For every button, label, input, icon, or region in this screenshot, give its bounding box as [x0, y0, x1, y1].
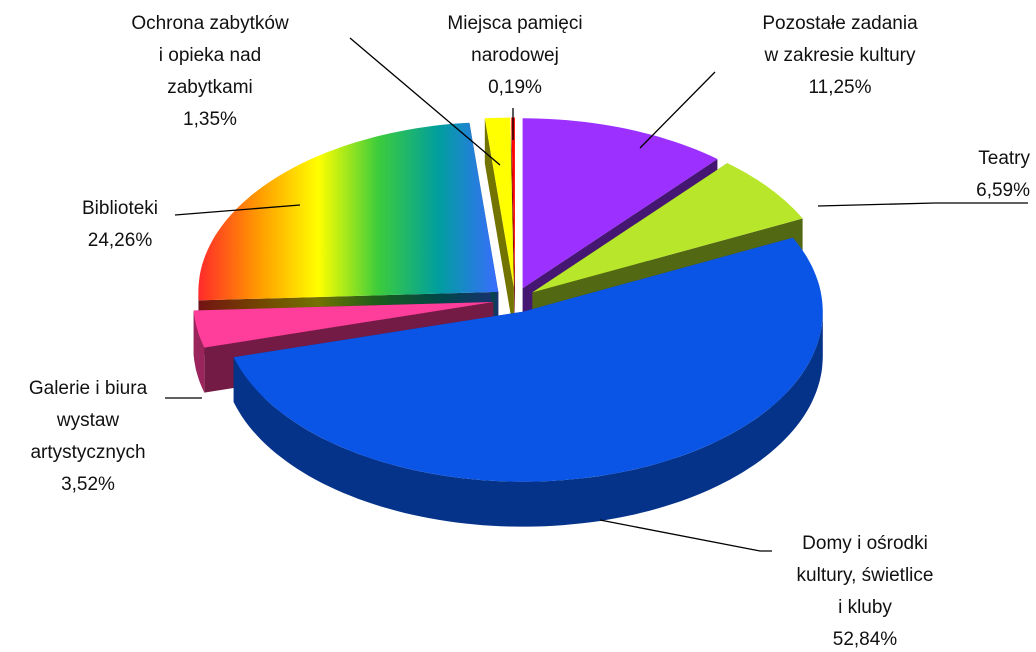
slice-label: Pozostałe zadania w zakresie kultury 11,2… [762, 8, 917, 104]
leader-line [349, 37, 501, 166]
slice-side [511, 117, 515, 333]
slice [198, 122, 499, 301]
leader-line [174, 204, 301, 216]
category-label: Domy i ośrodki kultury, świetlice i klub… [796, 533, 934, 618]
category-label: Pozostałe zadania w zakresie kultury [762, 13, 918, 66]
value-label: 6,59% [976, 180, 1030, 201]
slice [193, 302, 494, 348]
category-label: Biblioteki [81, 198, 159, 219]
value-label: 24,26% [87, 230, 153, 251]
value-label: 1,35% [183, 109, 237, 130]
category-label: Miejsca pamięci narodowej [447, 13, 583, 66]
category-label: Galerie i biura wystaw artystycznych [28, 378, 148, 463]
slice-wall [193, 310, 205, 393]
slice-label: Teatry 6,59% [976, 143, 1030, 207]
slice [522, 118, 718, 289]
value-label: 0,19% [488, 77, 542, 98]
value-label: 3,52% [61, 474, 115, 495]
category-label: Teatry [978, 148, 1030, 169]
value-label: 11,25% [808, 77, 872, 98]
slice [233, 237, 823, 482]
slice-label: Domy i ośrodki kultury, świetlice i klub… [797, 528, 934, 652]
slice-side [484, 118, 514, 333]
slice-wall [233, 311, 823, 527]
value-label: 52,84% [832, 629, 898, 650]
category-label: Ochrona zabytków i opieka nad zabytkami [131, 13, 289, 98]
leader-line [817, 202, 1028, 207]
slice-label: Galerie i biura wystaw artystycznych 3,52… [29, 373, 147, 501]
slice-label: Miejsca pamięci narodowej 0,19% [447, 8, 582, 104]
slice [511, 117, 515, 288]
leader-line [599, 519, 772, 552]
slice [532, 163, 803, 293]
slice-label: Ochrona zabytków i opieka nad zabytkami 1… [131, 8, 288, 136]
slice [484, 117, 514, 288]
leader-line [639, 71, 716, 149]
slice-label: Biblioteki 24,26% [82, 193, 158, 257]
